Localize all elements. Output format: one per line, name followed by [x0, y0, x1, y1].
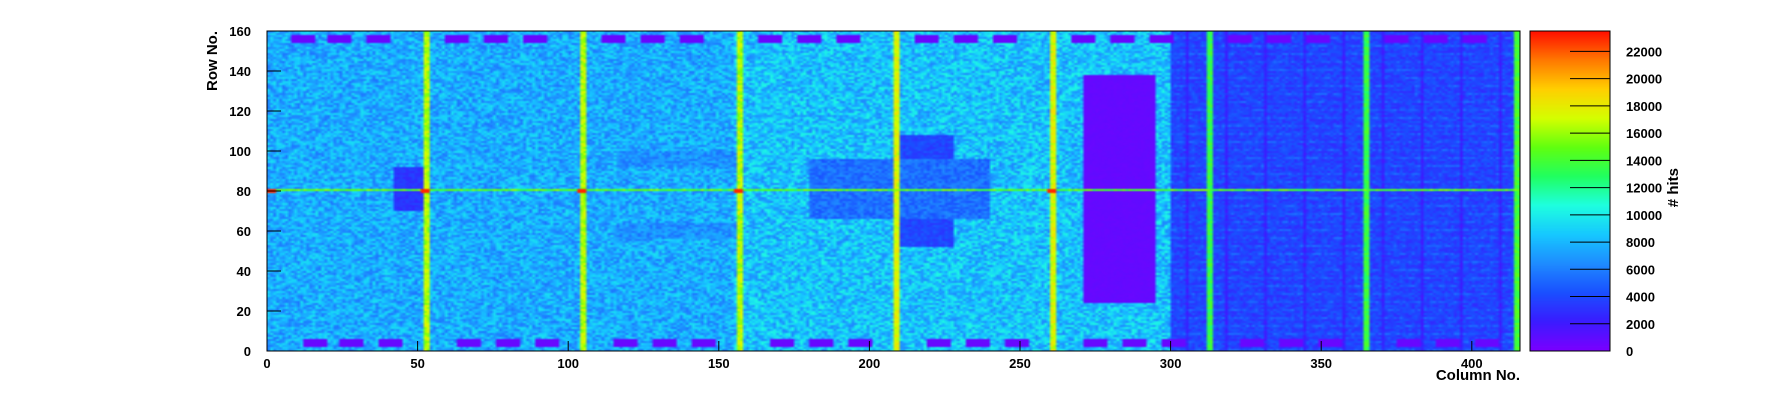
colorbar-tick-label: 14000: [1626, 153, 1662, 168]
colorbar-tick-label: 18000: [1626, 99, 1662, 114]
x-tick-label: 0: [263, 356, 270, 371]
x-tick-label: 250: [1009, 356, 1031, 371]
colorbar-tick-label: 16000: [1626, 126, 1662, 141]
y-tick-label: 60: [237, 224, 251, 239]
x-tick-label: 100: [557, 356, 579, 371]
y-tick-label: 20: [237, 304, 251, 319]
y-tick-label: 100: [229, 144, 251, 159]
colorbar-tick-label: 22000: [1626, 44, 1662, 59]
colorbar-tick-label: 10000: [1626, 208, 1662, 223]
heatmap-image: [267, 31, 1520, 351]
colorbar-tick-label: 0: [1626, 344, 1633, 359]
x-tick-label: 400: [1461, 356, 1483, 371]
y-tick-label: 120: [229, 104, 251, 119]
y-tick-label: 40: [237, 264, 251, 279]
y-tick-label: 0: [244, 344, 251, 359]
x-axis: 0 50 100 150 200 250 300 350 400: [263, 341, 1483, 371]
colorbar-title: # hits: [1665, 168, 1682, 207]
x-axis-title: Column No.: [1436, 367, 1520, 384]
y-tick-label: 80: [237, 184, 251, 199]
colorbar-tick-label: 20000: [1626, 72, 1662, 87]
y-axis: 0 20 40 60 80 100 120 140 160: [229, 24, 281, 359]
x-tick-label: 50: [410, 356, 424, 371]
colorbar-gradient: [1530, 31, 1610, 351]
colorbar-axis: 0 2000 4000 6000 8000 10000 12000 14000 16000 180…: [1570, 44, 1662, 359]
y-axis-title: Row No.: [204, 31, 221, 91]
plot-area: [266, 30, 1521, 352]
colorbar: 0 2000 4000 6000 8000 10000 12000 14000 16000 180…: [1529, 30, 1662, 359]
x-tick-label: 150: [708, 356, 730, 371]
x-tick-label: 200: [859, 356, 881, 371]
colorbar-tick-label: 12000: [1626, 181, 1662, 196]
colorbar-tick-label: 4000: [1626, 290, 1655, 305]
x-tick-label: 300: [1160, 356, 1182, 371]
colorbar-tick-label: 8000: [1626, 235, 1655, 250]
x-tick-label: 350: [1310, 356, 1332, 371]
colorbar-tick-label: 6000: [1626, 262, 1655, 277]
colorbar-tick-label: 2000: [1626, 317, 1655, 332]
y-tick-label: 140: [229, 64, 251, 79]
y-tick-label: 160: [229, 24, 251, 39]
